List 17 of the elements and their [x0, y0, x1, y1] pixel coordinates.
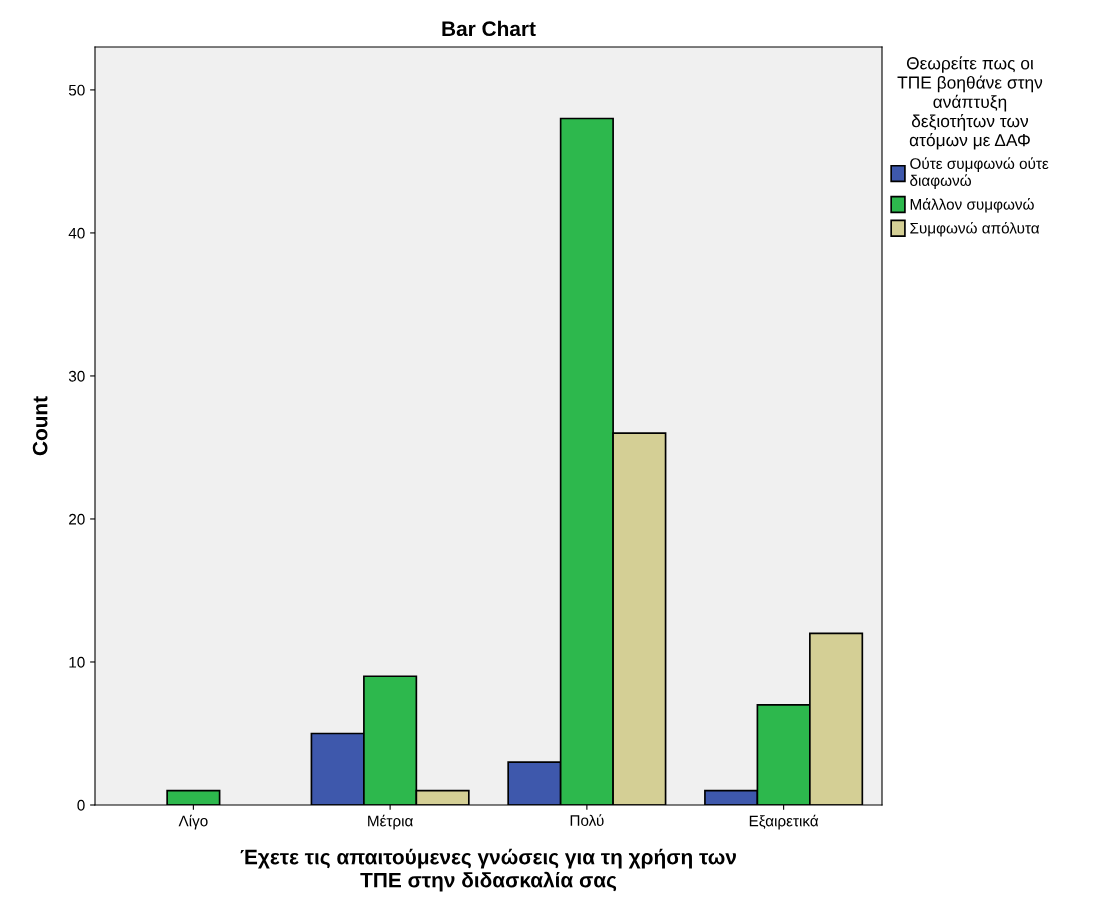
x-tick-label: Μέτρια [368, 814, 413, 830]
y-tick-label: 0 [77, 799, 85, 811]
x-tick-label: Λίγο [178, 814, 208, 830]
legend-label: Μάλλον συμφωνώ [910, 198, 1034, 213]
legend-label: Συμφωνώ απόλυτα [910, 221, 1040, 237]
x-axis-title: Έχετε τις απαιτούμενες γνώσεις για τη χρήση των ΤΠΕ στην διδασκαλία σας [240, 848, 736, 892]
y-axis-title: Count [32, 396, 48, 456]
legend-label: Ούτε συμφωνώ ούτε διαφωνώ [910, 157, 1049, 189]
y-tick-label: 30 [68, 370, 85, 382]
y-tick-label: 20 [69, 513, 85, 525]
x-tick-label: Πολύ [570, 814, 604, 826]
chart-title: Bar Chart [442, 20, 536, 37]
x-tick-label: Εξαιρετικά [749, 814, 819, 830]
legend-title: Θεωρείτε πως οι ΤΠΕ βοηθάνε στην ανάπτυξη δεξιοτήτων των ατόμων με ΔΑΦ [897, 56, 1043, 150]
y-tick-label: 40 [68, 227, 85, 239]
y-tick-label: 10 [69, 656, 85, 668]
y-tick-label: 50 [68, 84, 85, 96]
